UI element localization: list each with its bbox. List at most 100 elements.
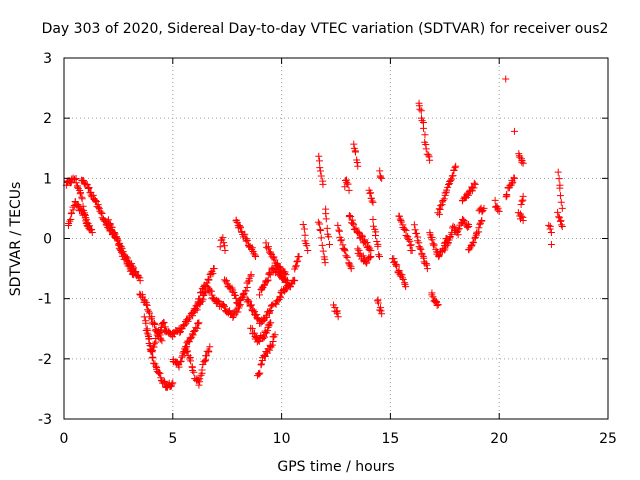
data-point: [74, 201, 82, 209]
grid: [64, 58, 608, 419]
data-point: [341, 177, 349, 185]
data-point: [316, 164, 324, 172]
data-point: [244, 296, 252, 304]
x-axis-label: GPS time / hours: [277, 459, 394, 475]
data-point: [265, 270, 273, 278]
x-tick-label: 5: [168, 431, 177, 447]
data-point: [319, 180, 327, 188]
data-point: [404, 232, 412, 240]
data-point: [267, 319, 275, 327]
data-point: [72, 179, 80, 187]
data-point: [152, 334, 160, 342]
data-point: [91, 197, 99, 205]
data-point: [422, 145, 430, 153]
data-point: [270, 253, 278, 261]
data-point: [263, 277, 271, 285]
data-point: [281, 286, 289, 294]
data-point: [517, 201, 525, 209]
data-point: [378, 174, 386, 182]
data-point: [372, 231, 380, 239]
data-point: [449, 222, 457, 230]
data-point: [221, 247, 229, 255]
data-point: [444, 183, 452, 191]
data-point: [266, 308, 274, 316]
data-point: [410, 221, 418, 229]
data-point: [197, 288, 205, 296]
data-point: [226, 307, 234, 315]
data-point: [352, 224, 360, 232]
data-point: [256, 369, 264, 377]
data-point: [367, 247, 375, 255]
data-point: [355, 246, 363, 254]
x-tick-labels: 0 5 10 15 20 25: [60, 431, 617, 447]
data-point: [345, 212, 353, 220]
data-point: [195, 319, 203, 327]
data-point: [206, 343, 214, 351]
data-point: [210, 265, 218, 273]
x-tick-label: 10: [273, 431, 291, 447]
data-point: [149, 346, 157, 354]
data-point: [556, 217, 564, 225]
data-point: [437, 202, 445, 210]
data-point: [435, 205, 443, 213]
data-point: [425, 151, 433, 159]
data-point: [263, 348, 271, 356]
data-point: [262, 239, 270, 247]
x-tick-label: 20: [490, 431, 508, 447]
data-point: [555, 213, 563, 221]
data-point: [130, 271, 138, 279]
y-tick-label: 2: [43, 111, 52, 127]
data-point: [160, 319, 168, 327]
data-point: [439, 196, 447, 204]
data-point: [214, 297, 222, 305]
data-point: [395, 267, 403, 275]
data-point: [169, 379, 177, 387]
data-point: [503, 190, 511, 198]
data-point: [555, 175, 563, 183]
data-point: [469, 238, 477, 246]
data-point: [291, 277, 299, 285]
data-point: [151, 321, 159, 329]
data-point: [502, 75, 510, 83]
data-point: [185, 338, 193, 346]
data-point: [86, 225, 94, 233]
data-point: [416, 244, 424, 252]
data-point: [190, 328, 198, 336]
y-axis-label: SDTVAR / TECUs: [8, 182, 24, 297]
data-point: [451, 164, 459, 172]
data-point: [557, 221, 565, 229]
data-point: [317, 172, 325, 180]
data-point: [196, 295, 204, 303]
data-point: [219, 234, 227, 242]
data-point: [396, 215, 404, 223]
data-point: [89, 191, 97, 199]
data-point: [316, 226, 324, 234]
data-point: [141, 297, 149, 305]
data-point: [545, 221, 553, 229]
data-point: [158, 319, 166, 327]
data-point: [369, 222, 377, 230]
data-point: [406, 242, 414, 250]
data-point: [264, 276, 272, 284]
data-point: [222, 277, 230, 285]
data-point: [186, 335, 194, 343]
data-point: [421, 131, 429, 139]
data-point: [257, 361, 265, 369]
data-point: [366, 189, 374, 197]
data-point: [145, 307, 153, 315]
data-point: [67, 215, 75, 223]
data-point: [519, 192, 527, 200]
data-point: [205, 347, 213, 355]
data-point: [205, 276, 213, 284]
data-point: [453, 228, 461, 236]
axis-ticks: [63, 57, 609, 420]
data-point: [209, 270, 217, 278]
data-point: [276, 294, 284, 302]
data-point: [354, 162, 362, 170]
data-point: [220, 301, 228, 309]
data-point: [471, 234, 479, 242]
data-point: [203, 352, 211, 360]
data-point: [374, 242, 382, 250]
data-point: [189, 366, 197, 374]
data-point: [546, 225, 554, 233]
